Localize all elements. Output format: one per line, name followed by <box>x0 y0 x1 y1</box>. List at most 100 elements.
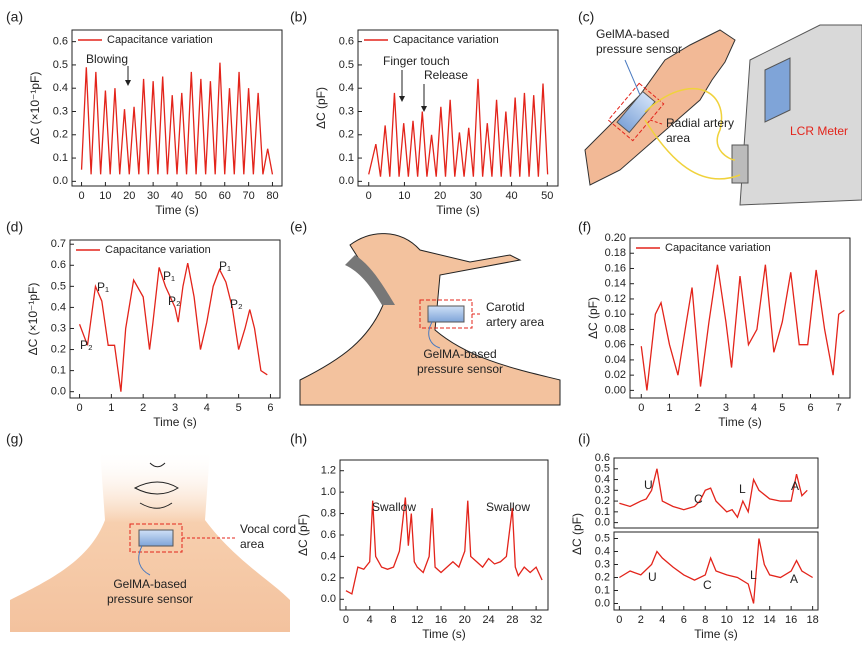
y-tick-label: 0.0 <box>53 175 68 187</box>
panel-label: (d) <box>6 219 23 235</box>
plot-frame <box>629 237 851 399</box>
annotation: A <box>790 572 798 586</box>
y-axis-title: ΔC (pF) <box>570 513 584 555</box>
y-tick-label: 0.2 <box>595 495 610 507</box>
x-tick-label: 12 <box>411 614 423 626</box>
y-tick-label: 0.2 <box>321 572 336 584</box>
plot-frame <box>613 457 819 529</box>
data-line <box>640 264 845 391</box>
y-tick-label: 0.3 <box>53 105 68 117</box>
x-tick-label: 30 <box>147 190 159 202</box>
x-tick-label: 6 <box>681 614 687 626</box>
plot-frame <box>69 239 281 399</box>
y-tick-label: 0.4 <box>595 473 610 485</box>
y-tick-label: 0.4 <box>53 82 68 94</box>
chart: (b) 0.0 0.1 0.2 0.3 0.4 0.5 0.6 0 10 20 30 40 50 Time … <box>290 9 559 217</box>
x-tick-label: 0 <box>616 614 622 626</box>
data-line <box>80 62 274 175</box>
area-label: Vocal cord area <box>240 522 296 551</box>
sensor-label: GelMA-based pressure sensor <box>107 577 193 606</box>
x-tick-label: 7 <box>836 402 842 414</box>
x-axis-title: Time (s) <box>422 627 466 641</box>
annotation: Release <box>424 68 468 82</box>
x-tick-label: 3 <box>172 402 178 414</box>
annotation: C <box>703 578 712 592</box>
diagram-g: (g) Vocal cord area GelMA-based pressure s… <box>6 431 296 632</box>
y-tick-label: 0.08 <box>605 323 626 335</box>
y-tick-label: 1.2 <box>321 465 336 477</box>
x-tick-label: 4 <box>751 402 757 414</box>
y-tick-label: 0.3 <box>339 105 354 117</box>
x-axis-title: Time (s) <box>153 415 197 429</box>
panel-label: (f) <box>578 219 591 235</box>
plot-frame <box>357 29 559 187</box>
y-tick-label: 0.2 <box>339 129 354 141</box>
y-tick-label: 0.3 <box>595 484 610 496</box>
y-tick-label: 0.8 <box>321 507 336 519</box>
y-tick-label: 0.5 <box>51 280 66 292</box>
annotation: Swallow <box>372 500 416 514</box>
x-tick-label: 0 <box>78 190 84 202</box>
x-tick-label: 10 <box>398 190 410 202</box>
y-tick-label: 0.0 <box>595 597 610 609</box>
x-tick-label: 16 <box>435 614 447 626</box>
chart: (h) 0.0 0.2 0.4 0.6 0.8 1.0 1.2 0 4 8 12 16 20 24 28 32 T… <box>290 431 549 641</box>
x-tick-label: 4 <box>659 614 665 626</box>
y-axis-title: ΔC (pF) <box>586 297 600 339</box>
annotation: P₁ <box>163 269 175 283</box>
y-tick-label: 0.3 <box>595 558 610 570</box>
x-tick-label: 80 <box>266 190 278 202</box>
x-tick-label: 5 <box>236 402 242 414</box>
x-tick-label: 2 <box>695 402 701 414</box>
y-tick-label: 0.4 <box>595 545 610 557</box>
chart: 0.00.10.20.30.40.5 0 2 4 6 8 10 12 14 16 18 Time (s… <box>595 531 819 641</box>
x-tick-label: 6 <box>267 402 273 414</box>
x-tick-label: 2 <box>140 402 146 414</box>
x-tick-label: 1 <box>108 402 114 414</box>
y-tick-label: 0.04 <box>605 354 626 366</box>
y-tick-label: 0.1 <box>595 584 610 596</box>
y-tick-label: 0.4 <box>321 550 336 562</box>
y-tick-label: 0.4 <box>339 82 354 94</box>
y-tick-label: 0.0 <box>595 517 610 529</box>
annotation: L <box>739 482 746 496</box>
annotation: P₂ <box>230 297 243 311</box>
y-tick-label: 0.2 <box>51 343 66 355</box>
x-tick-label: 4 <box>204 402 210 414</box>
area-label: Radial artery area <box>666 116 734 145</box>
y-tick-label: 0.3 <box>51 322 66 334</box>
y-axis-title: ΔC (×10⁻¹pF) <box>26 283 40 356</box>
y-tick-label: 0.6 <box>321 529 336 541</box>
x-tick-label: 18 <box>807 614 819 626</box>
diagram-e: (e) Carotid artery area GelMA-based pressu… <box>290 219 561 406</box>
y-tick-label: 0.12 <box>605 293 626 305</box>
y-tick-label: 0.06 <box>605 339 626 351</box>
y-tick-label: 0.0 <box>339 175 354 187</box>
diagram-c: (c) GelMA-based pressure sensor Radial ar… <box>578 9 862 206</box>
panel-label: (g) <box>6 431 23 447</box>
x-tick-label: 20 <box>123 190 135 202</box>
y-tick-label: 0.5 <box>595 532 610 544</box>
chart: (f) 0.00 0.02 0.04 0.06 0.08 0.10 0.12 0.14 0.16 0… <box>578 219 851 429</box>
y-tick-label: 0.7 <box>51 238 66 250</box>
y-tick-label: 0.16 <box>605 262 626 274</box>
y-tick-label: 0.6 <box>595 452 610 464</box>
annotation-arrowhead <box>421 106 427 112</box>
y-tick-label: 0.1 <box>339 152 354 164</box>
x-tick-label: 60 <box>219 190 231 202</box>
x-tick-label: 8 <box>390 614 396 626</box>
x-axis-title: Time (s) <box>718 415 762 429</box>
y-tick-label: 0.18 <box>605 247 626 259</box>
annotation: P₁ <box>97 280 109 294</box>
y-tick-label: 0.5 <box>339 59 354 71</box>
sensor-label: GelMA-based pressure sensor <box>417 347 503 376</box>
y-axis-title: ΔC (pF) <box>296 514 310 556</box>
x-tick-label: 3 <box>723 402 729 414</box>
panel-label: (h) <box>290 431 307 447</box>
annotation: L <box>750 568 757 582</box>
x-tick-label: 40 <box>171 190 183 202</box>
data-line <box>619 538 813 604</box>
annotation: P₂ <box>168 294 181 308</box>
x-tick-label: 30 <box>470 190 482 202</box>
chart: (d) 0.0 0.1 0.2 0.3 0.4 0.5 0.6 0.7 0 1 2 3 4 5 6 Time (… <box>6 219 281 429</box>
